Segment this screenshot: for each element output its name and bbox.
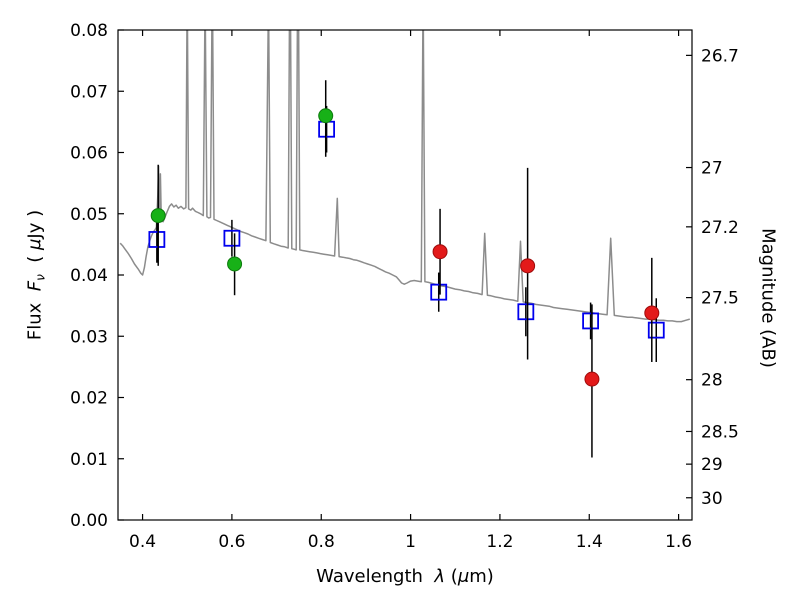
blue-open-squares-marker — [647, 321, 665, 339]
x-tick-label: 0.8 — [308, 532, 335, 552]
y-left-tick-label: 0.01 — [70, 450, 108, 470]
model-spectrum-line — [119, 30, 691, 323]
blue-open-squares — [148, 105, 665, 362]
green-circles-marker — [318, 108, 334, 124]
red-circles-marker — [520, 258, 536, 274]
y-right-tick-label: 30 — [701, 489, 723, 509]
red-circles — [432, 167, 660, 458]
y-right-tick-label: 29 — [701, 455, 723, 475]
x-tick-label: 0.4 — [129, 532, 156, 552]
y-axis-label-right: Magnitude (AB) — [757, 228, 779, 368]
blue-open-squares-marker — [582, 312, 600, 330]
y-right-tick-label: 28 — [701, 371, 723, 391]
blue-open-squares-marker — [223, 229, 241, 247]
mu-symbol: μ — [24, 238, 46, 251]
x-tick-label: 1.6 — [665, 532, 692, 552]
y-left-tick-label: 0.02 — [70, 389, 108, 409]
lambda-symbol: λ — [434, 566, 446, 587]
green-circles — [150, 80, 334, 296]
x-tick-label: 1.2 — [486, 532, 513, 552]
x-tick-label: 1.4 — [576, 532, 603, 552]
green-circles-marker — [150, 208, 166, 224]
y-left-tick-label: 0.06 — [70, 144, 108, 164]
y-left-tick-label: 0.08 — [70, 21, 108, 41]
x-axis-label: Wavelength λ (μm) — [316, 566, 494, 587]
green-circles-marker — [227, 256, 243, 272]
y-axis-label-left: Flux Fν ( μJy ) — [24, 209, 48, 341]
flux-symbol: F — [24, 280, 46, 292]
red-circles-marker — [584, 371, 600, 387]
y-right-tick-label: 27 — [701, 159, 723, 179]
y-left-tick-label: 0.05 — [70, 205, 108, 225]
y-right-tick-label: 26.7 — [701, 46, 739, 66]
mu-symbol: μ — [457, 566, 470, 587]
y-left-tick-label: 0.07 — [70, 82, 108, 102]
axis-ticks — [118, 29, 692, 521]
x-tick-label: 0.6 — [218, 532, 245, 552]
y-right-tick-label: 27.5 — [701, 289, 739, 309]
x-tick-label: 1 — [405, 532, 416, 552]
nu-subscript: ν — [33, 274, 48, 281]
y-left-tick-label: 0.03 — [70, 327, 108, 347]
y-right-tick-label: 27.2 — [701, 218, 739, 238]
blue-open-squares-marker — [430, 283, 448, 301]
blue-open-squares-marker — [148, 231, 166, 248]
y-left-tick-label: 0.00 — [70, 511, 108, 531]
red-circles-marker — [644, 305, 660, 321]
y-left-tick-label: 0.04 — [70, 266, 108, 286]
red-circles-marker — [432, 244, 448, 260]
blue-open-squares-marker — [517, 303, 535, 321]
tick-labels: 0.4 0.6 0.8 1 1.2 1.4 1.6 0.00 0.01 0.02 0.03 0.04 0… — [70, 21, 739, 552]
y-right-tick-label: 28.5 — [701, 422, 739, 442]
